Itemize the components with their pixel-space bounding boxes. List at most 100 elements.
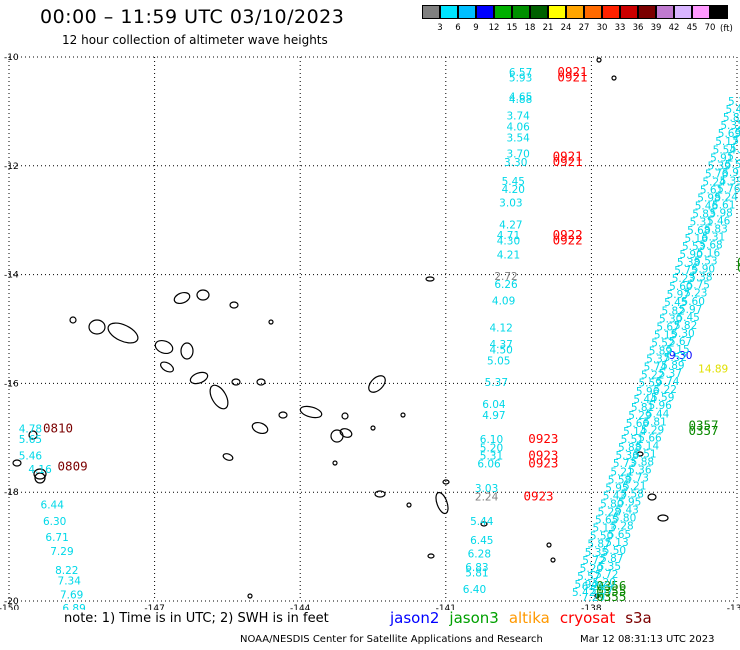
swh-track-mark: 5.31 xyxy=(690,217,713,229)
swh-track-mark: 5.58 xyxy=(608,474,631,486)
pass-time-label: 0357 xyxy=(688,423,718,438)
swh-value: 7.69 xyxy=(60,589,83,601)
swh-value: 4.16 xyxy=(28,464,52,476)
swh-track-mark: 5.15 xyxy=(654,329,677,341)
swh-track-mark: 5.42 xyxy=(572,587,595,599)
swh-track-mark: 5.37 xyxy=(659,368,682,380)
swh-track-mark: 5.98 xyxy=(709,207,732,219)
island-outline xyxy=(231,378,241,386)
swh-track-mark: 5.14 xyxy=(623,426,647,438)
swh-value: 5.93 xyxy=(509,72,532,84)
swh-value: 4.50 xyxy=(489,344,512,356)
swh-track-mark: 5.52 xyxy=(651,337,674,349)
credit-text: NOAA/NESDIS Center for Satellite Applica… xyxy=(240,634,543,645)
swh-track-mark: 5.80 xyxy=(600,498,623,510)
island-outline xyxy=(546,542,552,548)
swh-track-mark: 5.29 xyxy=(628,410,651,422)
swh-track-mark: 5.87 xyxy=(600,553,623,565)
island-outline xyxy=(368,375,386,393)
pass-time-label: 0809 xyxy=(58,458,88,473)
swh-track-mark: 5.60 xyxy=(669,281,692,293)
island-outline xyxy=(425,276,435,282)
pass-time-label: 0356 xyxy=(596,578,626,593)
color-swatch xyxy=(656,5,674,19)
swh-track-mark: 5.16 xyxy=(697,248,721,260)
swh-track-mark: 5.31 xyxy=(702,232,725,244)
swh-track-mark: 5.97 xyxy=(667,289,690,301)
color-swatch xyxy=(674,5,692,19)
color-scale-label: 30 xyxy=(596,23,608,33)
swh-value: 5.45 xyxy=(502,176,525,188)
swh-track-mark: 5.54 xyxy=(713,144,737,156)
pass-time-label: 0921 xyxy=(553,154,583,169)
color-scale-label: 18 xyxy=(524,23,536,33)
swh-track-mark: 5.84 xyxy=(723,112,740,124)
swh-track-mark: 5.44 xyxy=(633,394,657,406)
swh-track-mark: 5.20 xyxy=(593,577,616,589)
color-scale-label: 15 xyxy=(506,23,518,33)
swh-track-mark: 5.94 xyxy=(575,579,599,591)
island-outline xyxy=(435,491,449,515)
swh-track-mark: 5.61 xyxy=(712,199,735,211)
swh-value: 4.20 xyxy=(502,184,525,196)
swh-track-mark: 5.15 xyxy=(666,344,689,356)
island-outline xyxy=(341,412,349,420)
swh-track-mark: 5.73 xyxy=(613,458,636,470)
color-scale-label: 21 xyxy=(542,23,554,33)
island-outline xyxy=(442,479,450,485)
swh-track-mark: 5.57 xyxy=(590,585,613,597)
swh-value: 4.78 xyxy=(19,423,42,435)
swh-track-mark: 5.69 xyxy=(718,128,740,140)
swh-track-mark: 5.95 xyxy=(605,482,628,494)
swh-value: 6.71 xyxy=(45,532,68,544)
legend-jason3: jason3 xyxy=(449,609,499,627)
color-swatch xyxy=(422,5,440,19)
swh-track-mark: 5.90 xyxy=(692,264,715,276)
swh-track-mark: 5.32 xyxy=(732,135,740,147)
island-outline xyxy=(550,557,556,563)
swh-track-mark: 5.69 xyxy=(730,143,740,155)
swh-track-mark: 5.52 xyxy=(664,352,687,364)
color-swatch xyxy=(566,5,584,19)
swh-value: 4.21 xyxy=(497,249,520,261)
swh-value: 3.30 xyxy=(504,157,527,169)
swh-track-mark: 5.38 xyxy=(677,257,700,269)
swh-track-mark: 5.76 xyxy=(717,183,740,195)
swh-track-mark: 5.91 xyxy=(722,167,740,179)
island-outline xyxy=(339,428,353,438)
swh-track-mark: 5.61 xyxy=(700,185,723,197)
swh-track-mark: 5.44 xyxy=(646,408,670,420)
island-outline xyxy=(278,411,288,419)
swh-value: 4.27 xyxy=(499,219,522,231)
axis-tick-labels: -150 -147 -144 -141 -138 -135 -10 -12 -14 -16 -18 -… xyxy=(0,53,740,610)
swh-value: 14.89 xyxy=(698,364,728,376)
swh-value: 7.29 xyxy=(50,546,73,558)
swh-track-mark: 5.68 xyxy=(687,225,710,237)
island-outline xyxy=(330,429,344,443)
pass-time-label: 0355 xyxy=(596,589,626,604)
color-scale-label: 3 xyxy=(437,23,443,33)
island-outline xyxy=(636,451,644,457)
chart-title: 00:00 – 11:59 UTC 03/10/2023 xyxy=(40,6,345,28)
x-tick-label: -144 xyxy=(290,604,311,610)
color-swatch xyxy=(584,5,602,19)
color-scale-label: 12 xyxy=(488,23,500,33)
island-outline xyxy=(209,384,229,410)
swh-track-mark: 5.82 xyxy=(674,320,697,332)
swh-value: 5.20 xyxy=(480,442,503,454)
swh-track-mark: 5.73 xyxy=(626,473,649,485)
pass-time-label: 0923 xyxy=(528,456,558,471)
swh-value: 4.97 xyxy=(482,410,505,422)
color-scale-label: 39 xyxy=(650,23,662,33)
swh-value: 4.30 xyxy=(497,236,520,248)
swh-track-mark: 5.30 xyxy=(671,328,694,340)
swh-track-mark: 5.72 xyxy=(582,555,605,567)
swh-track-mark: 5.13 xyxy=(605,537,628,549)
legend-s3a: s3a xyxy=(625,609,652,627)
color-scale-label: 33 xyxy=(614,23,626,33)
swh-value: 4.12 xyxy=(489,323,512,335)
swh-track-mark: 5.83 xyxy=(692,209,715,221)
swh-track-mark: 5.57 xyxy=(577,571,600,583)
swh-track-mark: 5.23 xyxy=(672,273,695,285)
island-outline xyxy=(180,342,194,360)
